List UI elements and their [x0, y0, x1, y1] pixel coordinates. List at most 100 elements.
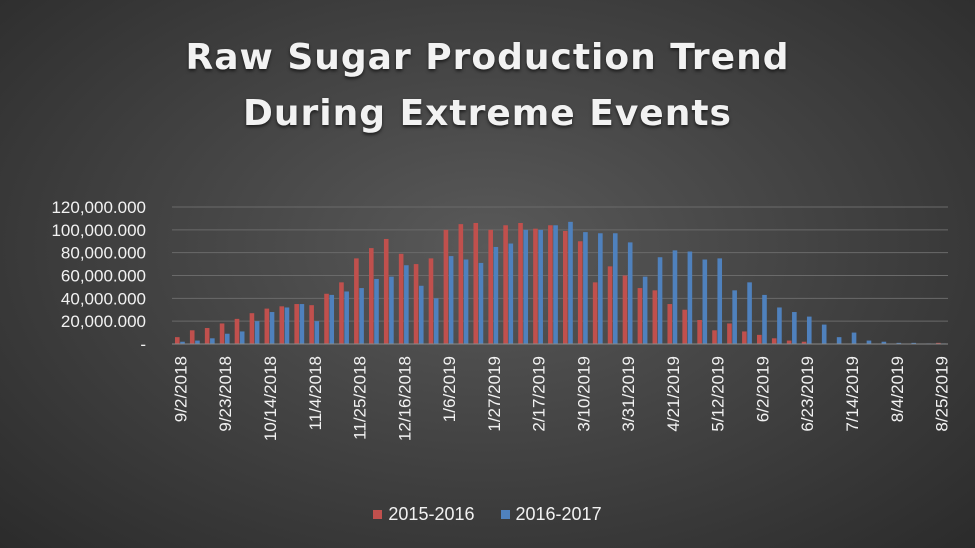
bar-2015-2016-9/9/2018: [189, 330, 195, 344]
x-tick-label: 3/31/2019: [619, 356, 638, 432]
bar-2016-2017-3/31/2019: [627, 242, 633, 344]
x-tick-label: 2/17/2019: [530, 356, 549, 432]
y-tick-label: 80,000.000: [61, 244, 146, 263]
bar-2016-2017-4/28/2019: [687, 251, 693, 344]
bar-2016-2017-7/28/2019: [881, 341, 887, 344]
bar-2015-2016-12/30/2018: [428, 258, 434, 345]
bar-2016-2017-3/3/2019: [568, 221, 573, 344]
bar-2015-2016-3/3/2019: [563, 230, 568, 344]
legend-swatch-2015-2016: [373, 510, 383, 519]
legend-label-2016-2017: 2016-2017: [515, 504, 602, 524]
bar-2015-2016-8/25/2019: [936, 342, 941, 344]
bar-2015-2016-3/24/2019: [607, 266, 613, 344]
x-tick-label: 8/4/2019: [888, 356, 907, 422]
bar-2015-2016-3/10/2019: [577, 241, 583, 344]
x-tick-label: 6/23/2019: [798, 356, 817, 432]
bar-2015-2016-3/31/2019: [622, 275, 628, 344]
bar-2016-2017-9/2/2018: [180, 341, 185, 344]
bar-2015-2016-2/3/2019: [503, 225, 508, 344]
bar-2016-2017-1/20/2019: [478, 262, 484, 344]
x-axis-ticks: 9/2/2018 9/23/2018 10/14/2018 11/4/2018 11/2…: [171, 356, 951, 441]
bar-2016-2017-9/30/2018: [239, 331, 245, 344]
bar-2015-2016-2/24/2019: [548, 225, 553, 344]
x-tick-label: 8/25/2019: [933, 356, 952, 432]
bar-2016-2017-3/17/2019: [598, 233, 603, 344]
x-tick-label: 12/16/2018: [395, 356, 414, 441]
bar-2015-2016-11/4/2018: [309, 305, 314, 344]
bar-2015-2016-5/26/2019: [742, 331, 747, 344]
bar-2015-2016-11/25/2018: [354, 258, 359, 345]
bar-2015-2016-4/14/2019: [652, 290, 658, 344]
bar-2015-2016-11/11/2018: [324, 293, 329, 344]
bar-2015-2016-9/2/2018: [175, 337, 180, 344]
bar-2016-2017-3/24/2019: [612, 233, 618, 344]
bar-2016-2017-10/14/2018: [269, 312, 275, 344]
y-tick-label: 100,000.000: [51, 221, 146, 240]
bar-2016-2017-3/10/2019: [583, 232, 588, 344]
chart-title-line-1: Raw Sugar Production Trend: [185, 37, 790, 78]
legend-item-2015-2016: 2015-2016: [373, 504, 475, 525]
bar-2016-2017-2/3/2019: [508, 243, 514, 344]
y-tick-label: 60,000.000: [61, 267, 146, 286]
bar-2016-2017-11/11/2018: [329, 294, 335, 344]
bar-2016-2017-12/30/2018: [433, 298, 439, 344]
bar-2015-2016-1/6/2019: [443, 229, 449, 344]
bar-2015-2016-3/17/2019: [592, 282, 598, 344]
bar-2015-2016-2/10/2019: [518, 222, 523, 344]
bar-2015-2016-4/7/2019: [637, 288, 643, 344]
bar-2015-2016-1/20/2019: [473, 222, 479, 344]
bar-2016-2017-12/9/2018: [389, 276, 394, 344]
bar-2016-2017-9/23/2018: [224, 333, 230, 344]
bar-2015-2016-2/17/2019: [533, 228, 538, 344]
chart-title-line-2: During Extreme Events: [243, 93, 732, 134]
bar-2016-2017-5/26/2019: [747, 282, 752, 344]
x-tick-label: 11/4/2018: [306, 356, 325, 430]
bar-2015-2016-9/30/2018: [234, 318, 240, 344]
legend-item-2016-2017: 2016-2017: [500, 504, 602, 525]
bar-2015-2016-1/27/2019: [488, 229, 493, 344]
bar-2015-2016-5/19/2019: [727, 323, 732, 344]
bar-2016-2017-2/10/2019: [523, 229, 529, 344]
bar-2016-2017-4/14/2019: [657, 257, 663, 344]
bar-2016-2017-6/30/2019: [821, 324, 827, 344]
x-tick-label: 5/12/2019: [709, 356, 728, 432]
bar-2016-2017-7/14/2019: [851, 332, 857, 344]
bar-2015-2016-5/5/2019: [697, 320, 702, 344]
bar-2015-2016-10/21/2018: [279, 306, 285, 344]
bar-2016-2017-6/2/2019: [762, 294, 767, 344]
bar-2016-2017-5/19/2019: [732, 290, 737, 344]
bars: [175, 221, 946, 345]
x-tick-label: 4/21/2019: [664, 356, 683, 432]
bar-2015-2016-12/16/2018: [398, 253, 404, 344]
y-tick-label: 120,000.000: [51, 198, 146, 217]
bar-2016-2017-1/27/2019: [493, 246, 499, 344]
bar-2016-2017-6/9/2019: [777, 307, 782, 344]
bar-2015-2016-6/16/2019: [786, 340, 792, 344]
bar-2016-2017-8/4/2019: [896, 342, 902, 344]
bar-2016-2017-7/21/2019: [866, 340, 872, 344]
x-tick-label: 6/2/2019: [753, 356, 772, 422]
y-tick-label: 40,000.000: [61, 289, 146, 308]
chart-title: Raw Sugar Production Trend During Extrem…: [0, 30, 975, 142]
bar-2015-2016-4/21/2019: [667, 304, 673, 344]
x-tick-label: 1/27/2019: [485, 356, 504, 432]
bar-2016-2017-5/5/2019: [702, 259, 708, 344]
y-tick-label: -: [140, 335, 146, 354]
bar-2016-2017-12/2/2018: [374, 278, 379, 344]
x-tick-label: 10/14/2018: [261, 356, 280, 441]
x-tick-label: 1/6/2019: [440, 356, 459, 422]
y-axis-ticks: - 20,000.000 40,000.000 60,000.000 80,000.00…: [51, 198, 146, 354]
legend: 2015-2016 2016-2017: [0, 504, 975, 525]
bar-2015-2016-12/9/2018: [383, 238, 389, 344]
bar-2015-2016-12/23/2018: [413, 264, 419, 344]
bar-2016-2017-1/13/2019: [463, 259, 469, 344]
bar-2015-2016-4/28/2019: [682, 309, 687, 344]
bar-2015-2016-11/18/2018: [339, 282, 344, 344]
x-tick-label: 7/14/2019: [843, 356, 862, 432]
bar-2016-2017-1/6/2019: [448, 256, 454, 344]
bar-2015-2016-10/14/2018: [264, 308, 270, 344]
x-tick-label: 11/25/2018: [351, 356, 370, 440]
bar-2016-2017-9/16/2018: [210, 338, 215, 344]
x-tick-label: 9/2/2018: [171, 356, 190, 422]
bar-2016-2017-2/24/2019: [553, 225, 558, 344]
